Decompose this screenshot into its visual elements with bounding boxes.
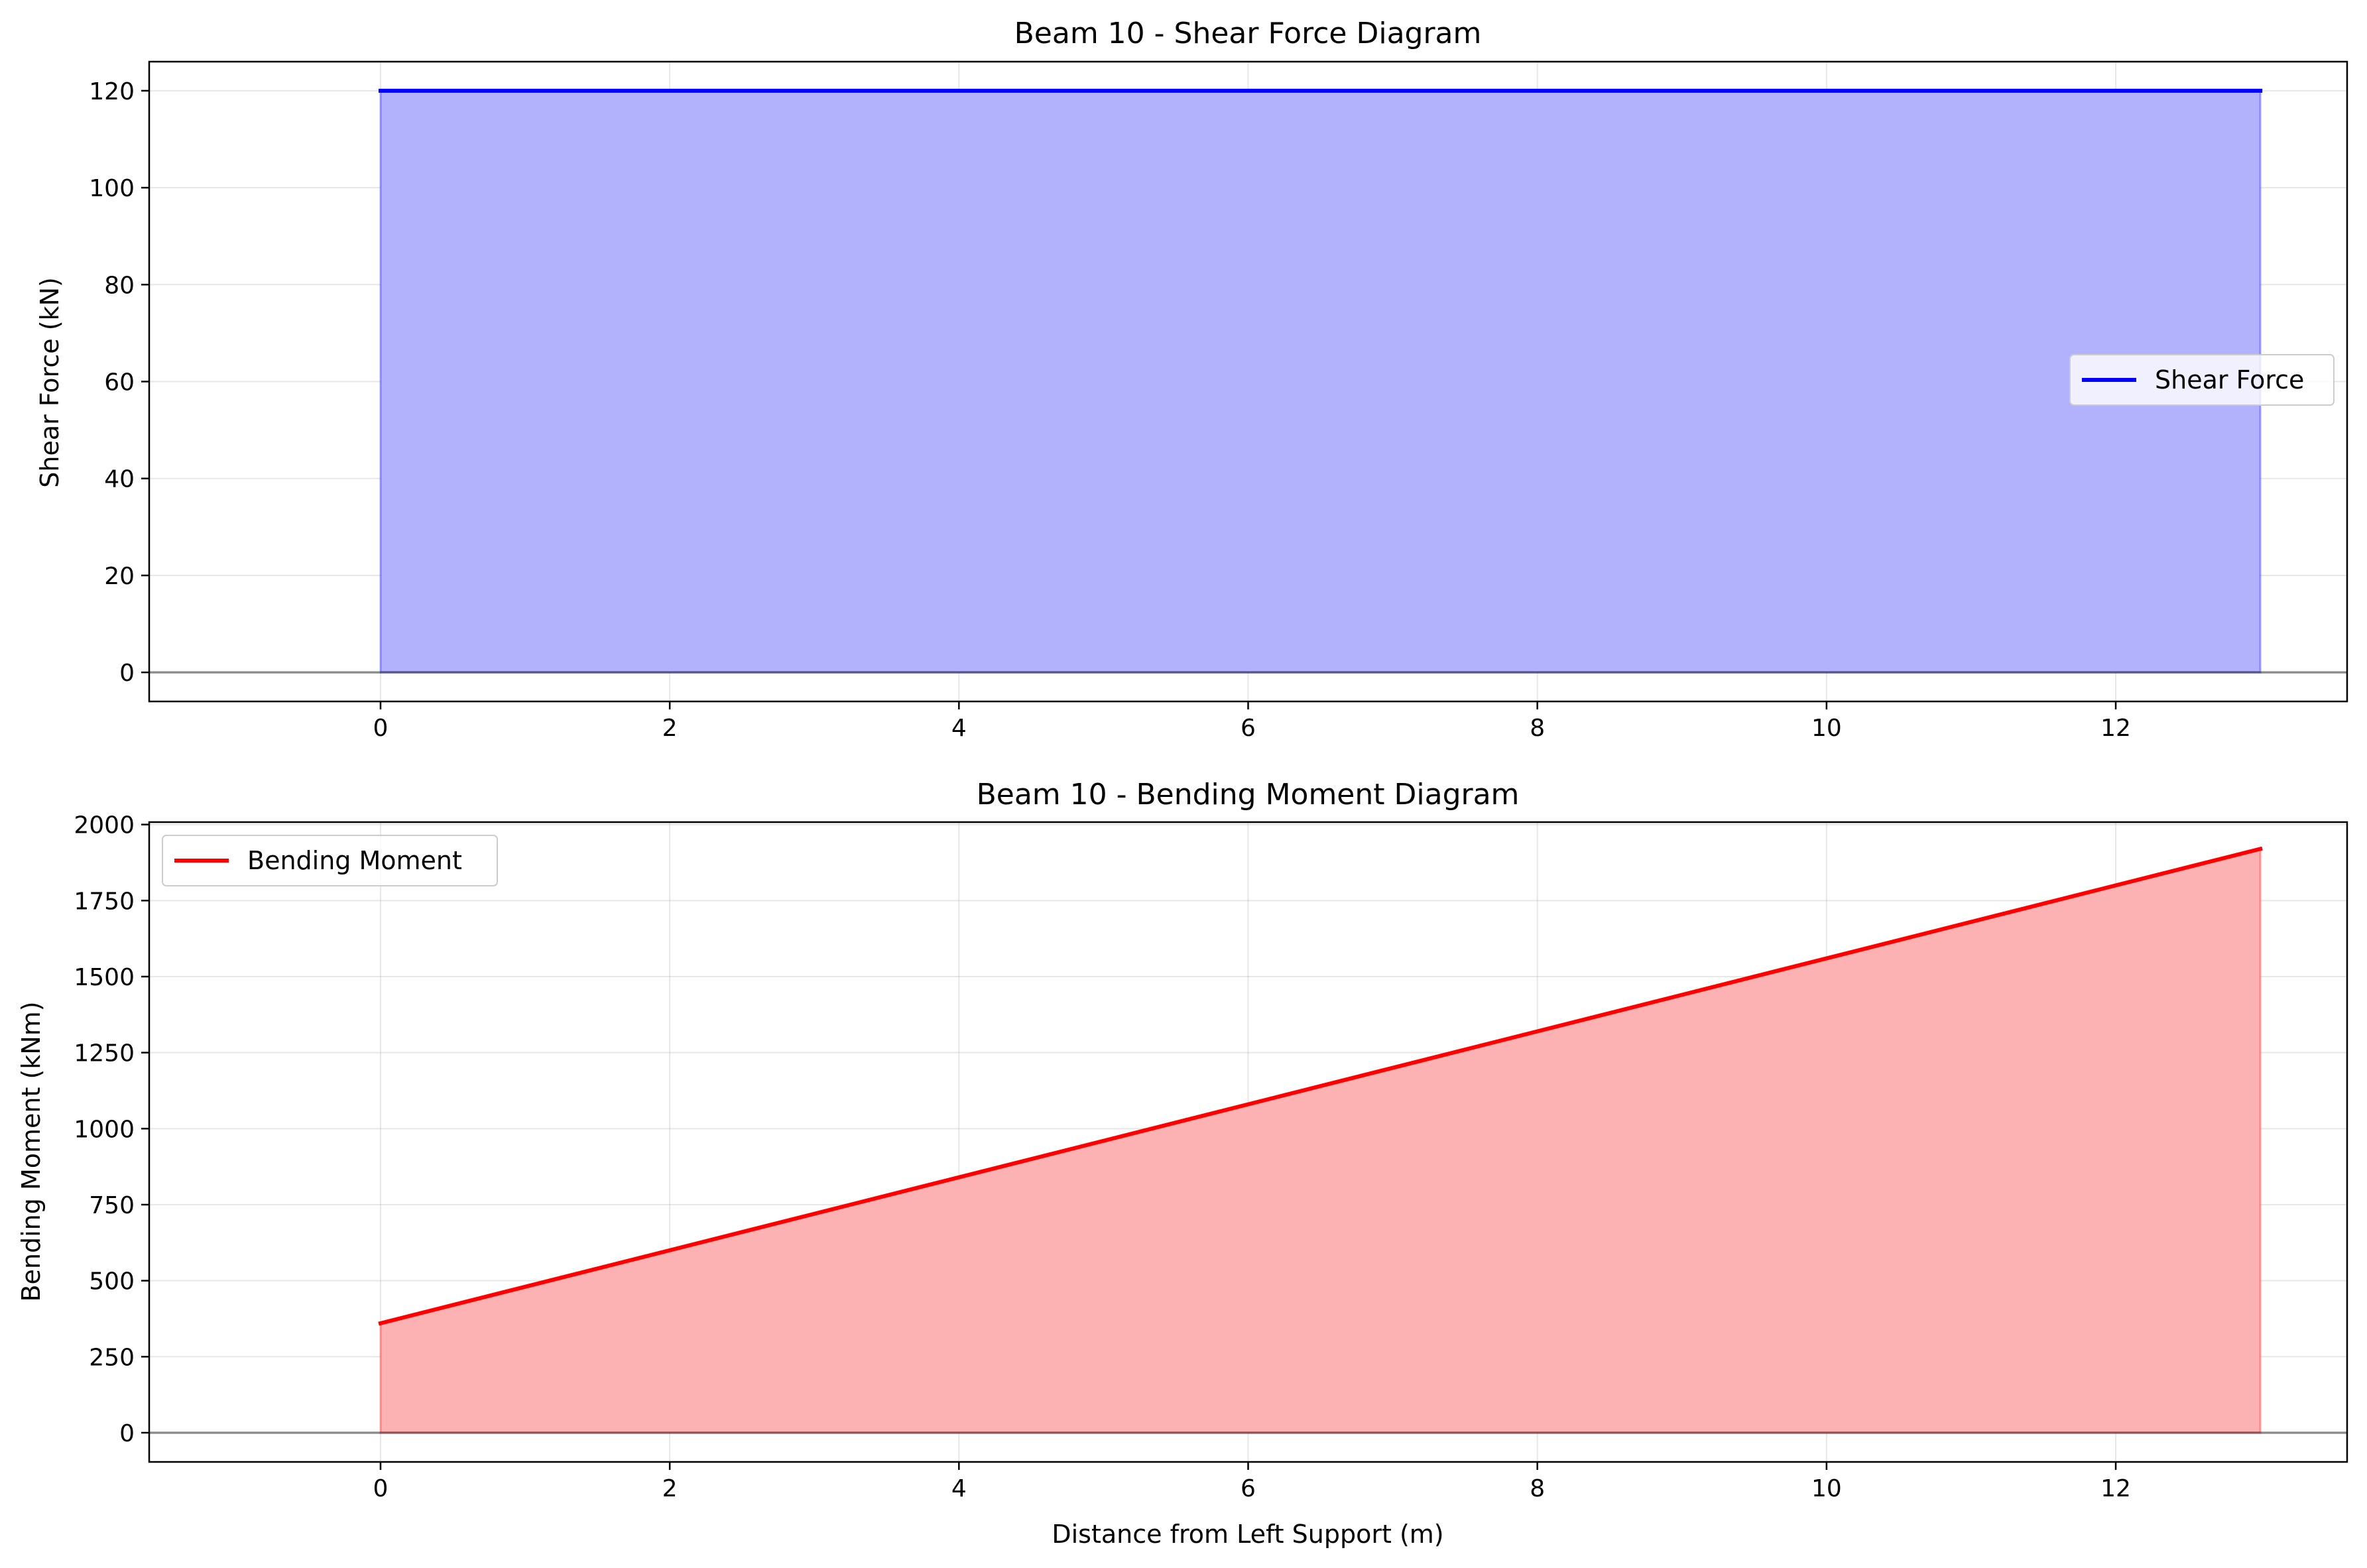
shear-y-tick-label: 40: [104, 466, 135, 493]
moment-legend-label: Bending Moment: [247, 846, 462, 875]
moment-x-tick-label: 0: [373, 1475, 388, 1502]
moment-area-fill: [379, 847, 2262, 1434]
moment-x-tick-label: 10: [1811, 1475, 1842, 1502]
moment-y-tick-label: 1000: [74, 1116, 135, 1143]
shear-x-tick-label: 8: [1530, 715, 1545, 742]
shear-area-fill: [379, 90, 2262, 674]
shear-y-tick-label: 20: [104, 563, 135, 590]
shear-legend-label: Shear Force: [2155, 365, 2304, 394]
moment-x-axis-label: Distance from Left Support (m): [1052, 1520, 1443, 1549]
shear-x-tick-label: 12: [2100, 715, 2131, 742]
moment-y-tick-label: 750: [89, 1192, 135, 1219]
moment-x-tick-label: 8: [1530, 1475, 1545, 1502]
moment-y-tick-label: 250: [89, 1344, 135, 1371]
shear-chart-title: Beam 10 - Shear Force Diagram: [1014, 17, 1482, 50]
shear-y-axis-label: Shear Force (kN): [35, 277, 64, 488]
shear-y-tick-label: 60: [104, 369, 135, 396]
moment-y-axis-label: Bending Moment (kNm): [17, 1001, 46, 1301]
shear-x-tick-label: 0: [373, 715, 388, 742]
shear-x-tick-label: 2: [662, 715, 678, 742]
shear-y-tick-label: 80: [104, 272, 135, 299]
moment-legend: Bending Moment: [162, 835, 498, 886]
shear-y-tick-label: 0: [119, 660, 135, 687]
moment-chart-title: Beam 10 - Bending Moment Diagram: [977, 778, 1520, 812]
shear-y-tick-label: 120: [89, 78, 135, 105]
moment-x-tick-label: 2: [662, 1475, 678, 1502]
moment-series-line: [378, 846, 2263, 1326]
moment-plot-area: 0 2 4 6 8 10 12 0 250 500 750 1000 1250 1500 1750 2000: [74, 812, 2348, 1502]
shear-legend-box: [2069, 354, 2335, 406]
moment-y-tick-label: 0: [119, 1420, 135, 1447]
moment-y-tick-label: 1500: [74, 964, 135, 991]
moment-legend-box: [162, 835, 498, 886]
moment-y-tick-label: 500: [89, 1268, 135, 1296]
moment-x-tick-label: 12: [2100, 1475, 2131, 1502]
moment-y-tick-label: 1250: [74, 1040, 135, 1067]
shear-x-tick-label: 6: [1241, 715, 1256, 742]
moment-y-tick-label: 1750: [74, 888, 135, 915]
shear-x-tick-label: 4: [951, 715, 967, 742]
moment-x-tick-label: 4: [951, 1475, 967, 1502]
shear-force-panel: Beam 10 - Shear Force Diagram Shear Forc…: [35, 17, 2348, 742]
moment-y-tick-label: 2000: [74, 812, 135, 839]
shear-legend: Shear Force: [2069, 354, 2335, 406]
moment-x-tick-label: 6: [1241, 1475, 1256, 1502]
shear-y-tick-label: 100: [89, 175, 135, 202]
bending-moment-panel: Beam 10 - Bending Moment Diagram Bending…: [17, 778, 2348, 1549]
shear-x-tick-label: 10: [1811, 715, 1842, 742]
